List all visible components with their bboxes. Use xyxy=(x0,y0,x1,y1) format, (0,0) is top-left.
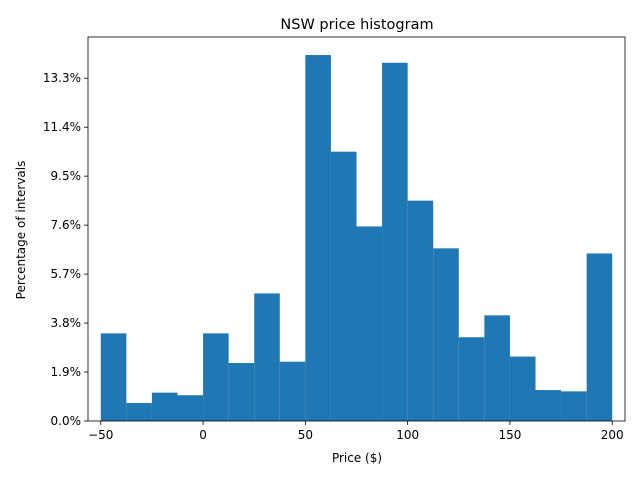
histogram-bar-11 xyxy=(382,62,408,422)
y-axis-label: Percentage of intervals xyxy=(14,161,28,300)
histogram-bar-13 xyxy=(433,248,459,421)
histogram-bar-17 xyxy=(535,390,562,421)
histogram-bar-0 xyxy=(100,333,127,421)
x-tick-label-0: −50 xyxy=(88,428,113,442)
histogram-bar-12 xyxy=(407,200,434,421)
histogram-bar-8 xyxy=(305,55,331,421)
histogram-bar-14 xyxy=(458,337,485,421)
y-tick-label-1: 1.9% xyxy=(51,365,82,379)
y-tick-label-0: 0.0% xyxy=(51,414,82,428)
x-axis-label: Price ($) xyxy=(332,451,382,465)
y-tick-label-7: 13.3% xyxy=(43,71,81,85)
histogram-bar-6 xyxy=(254,293,280,421)
bars-group xyxy=(100,55,613,422)
plot-frame xyxy=(87,36,626,422)
chart-title: NSW price histogram xyxy=(280,17,433,33)
histogram-bar-2 xyxy=(151,392,178,421)
y-tick-label-4: 7.6% xyxy=(51,218,82,232)
histogram-bar-16 xyxy=(509,356,536,421)
histogram-bar-19 xyxy=(586,253,613,421)
y-tick-label-5: 9.5% xyxy=(51,169,82,183)
histogram-bar-4 xyxy=(203,333,229,421)
x-tick-label-2: 50 xyxy=(298,428,313,442)
x-tick-label-4: 150 xyxy=(498,428,521,442)
histogram-bar-3 xyxy=(177,395,204,421)
y-tick-label-2: 3.8% xyxy=(51,316,82,330)
x-tick-label-5: 200 xyxy=(601,428,624,442)
histogram-bar-15 xyxy=(484,315,510,421)
histogram-bar-10 xyxy=(356,226,383,421)
y-tick-label-3: 5.7% xyxy=(51,267,82,281)
y-tick-label-6: 11.4% xyxy=(43,120,81,134)
histogram-bar-9 xyxy=(330,151,357,421)
x-tick-label-3: 100 xyxy=(396,428,419,442)
axes-group: −50 0 50 100 150 200 0.0% 1.9% 3.8% 5.7% 7.6% 9.5% 1… xyxy=(43,36,626,442)
histogram-bar-1 xyxy=(126,402,152,421)
histogram-bar-5 xyxy=(228,363,255,421)
histogram-bar-18 xyxy=(561,391,587,421)
histogram-bar-7 xyxy=(279,361,306,421)
x-tick-label-1: 0 xyxy=(199,428,207,442)
